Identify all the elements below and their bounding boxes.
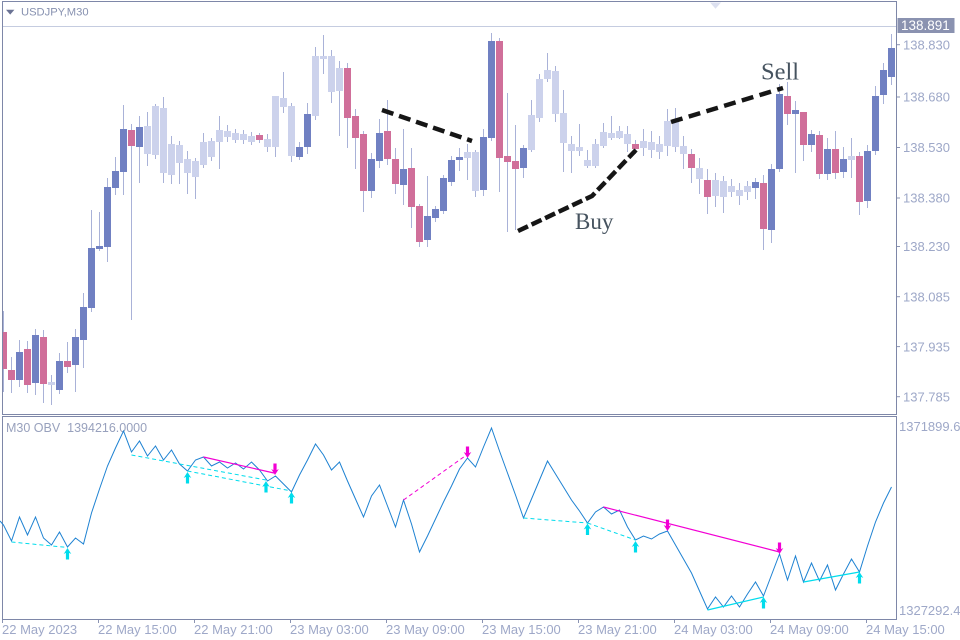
svg-text:138.085: 138.085 <box>903 289 950 304</box>
svg-text:23 May 03:00: 23 May 03:00 <box>290 622 369 637</box>
svg-text:1327292.4: 1327292.4 <box>899 603 960 618</box>
svg-text:Sell: Sell <box>761 59 799 86</box>
svg-text:138.380: 138.380 <box>903 191 950 206</box>
svg-text:USDJPY,M30: USDJPY,M30 <box>21 7 89 19</box>
svg-text:M30 OBV 1394216.0000: M30 OBV 1394216.0000 <box>6 421 147 435</box>
svg-text:23 May 21:00: 23 May 21:00 <box>578 622 657 637</box>
svg-text:23 May 15:00: 23 May 15:00 <box>482 622 561 637</box>
svg-text:24 May 03:00: 24 May 03:00 <box>674 622 753 637</box>
svg-text:24 May 09:00: 24 May 09:00 <box>770 622 849 637</box>
svg-text:24 May 15:00: 24 May 15:00 <box>866 622 945 637</box>
svg-text:137.935: 137.935 <box>903 339 950 354</box>
svg-text:1371899.6: 1371899.6 <box>899 419 960 434</box>
svg-text:22 May 15:00: 22 May 15:00 <box>98 622 177 637</box>
svg-text:138.230: 138.230 <box>903 239 950 254</box>
svg-text:137.785: 137.785 <box>903 389 950 404</box>
svg-text:22 May 2023: 22 May 2023 <box>2 622 77 637</box>
svg-text:138.680: 138.680 <box>903 90 950 105</box>
svg-text:23 May 09:00: 23 May 09:00 <box>386 622 465 637</box>
svg-text:Buy: Buy <box>575 209 614 234</box>
svg-text:138.830: 138.830 <box>903 37 950 52</box>
svg-text:22 May 21:00: 22 May 21:00 <box>194 622 273 637</box>
svg-text:138.530: 138.530 <box>903 140 950 155</box>
svg-text:138.891: 138.891 <box>901 18 950 33</box>
